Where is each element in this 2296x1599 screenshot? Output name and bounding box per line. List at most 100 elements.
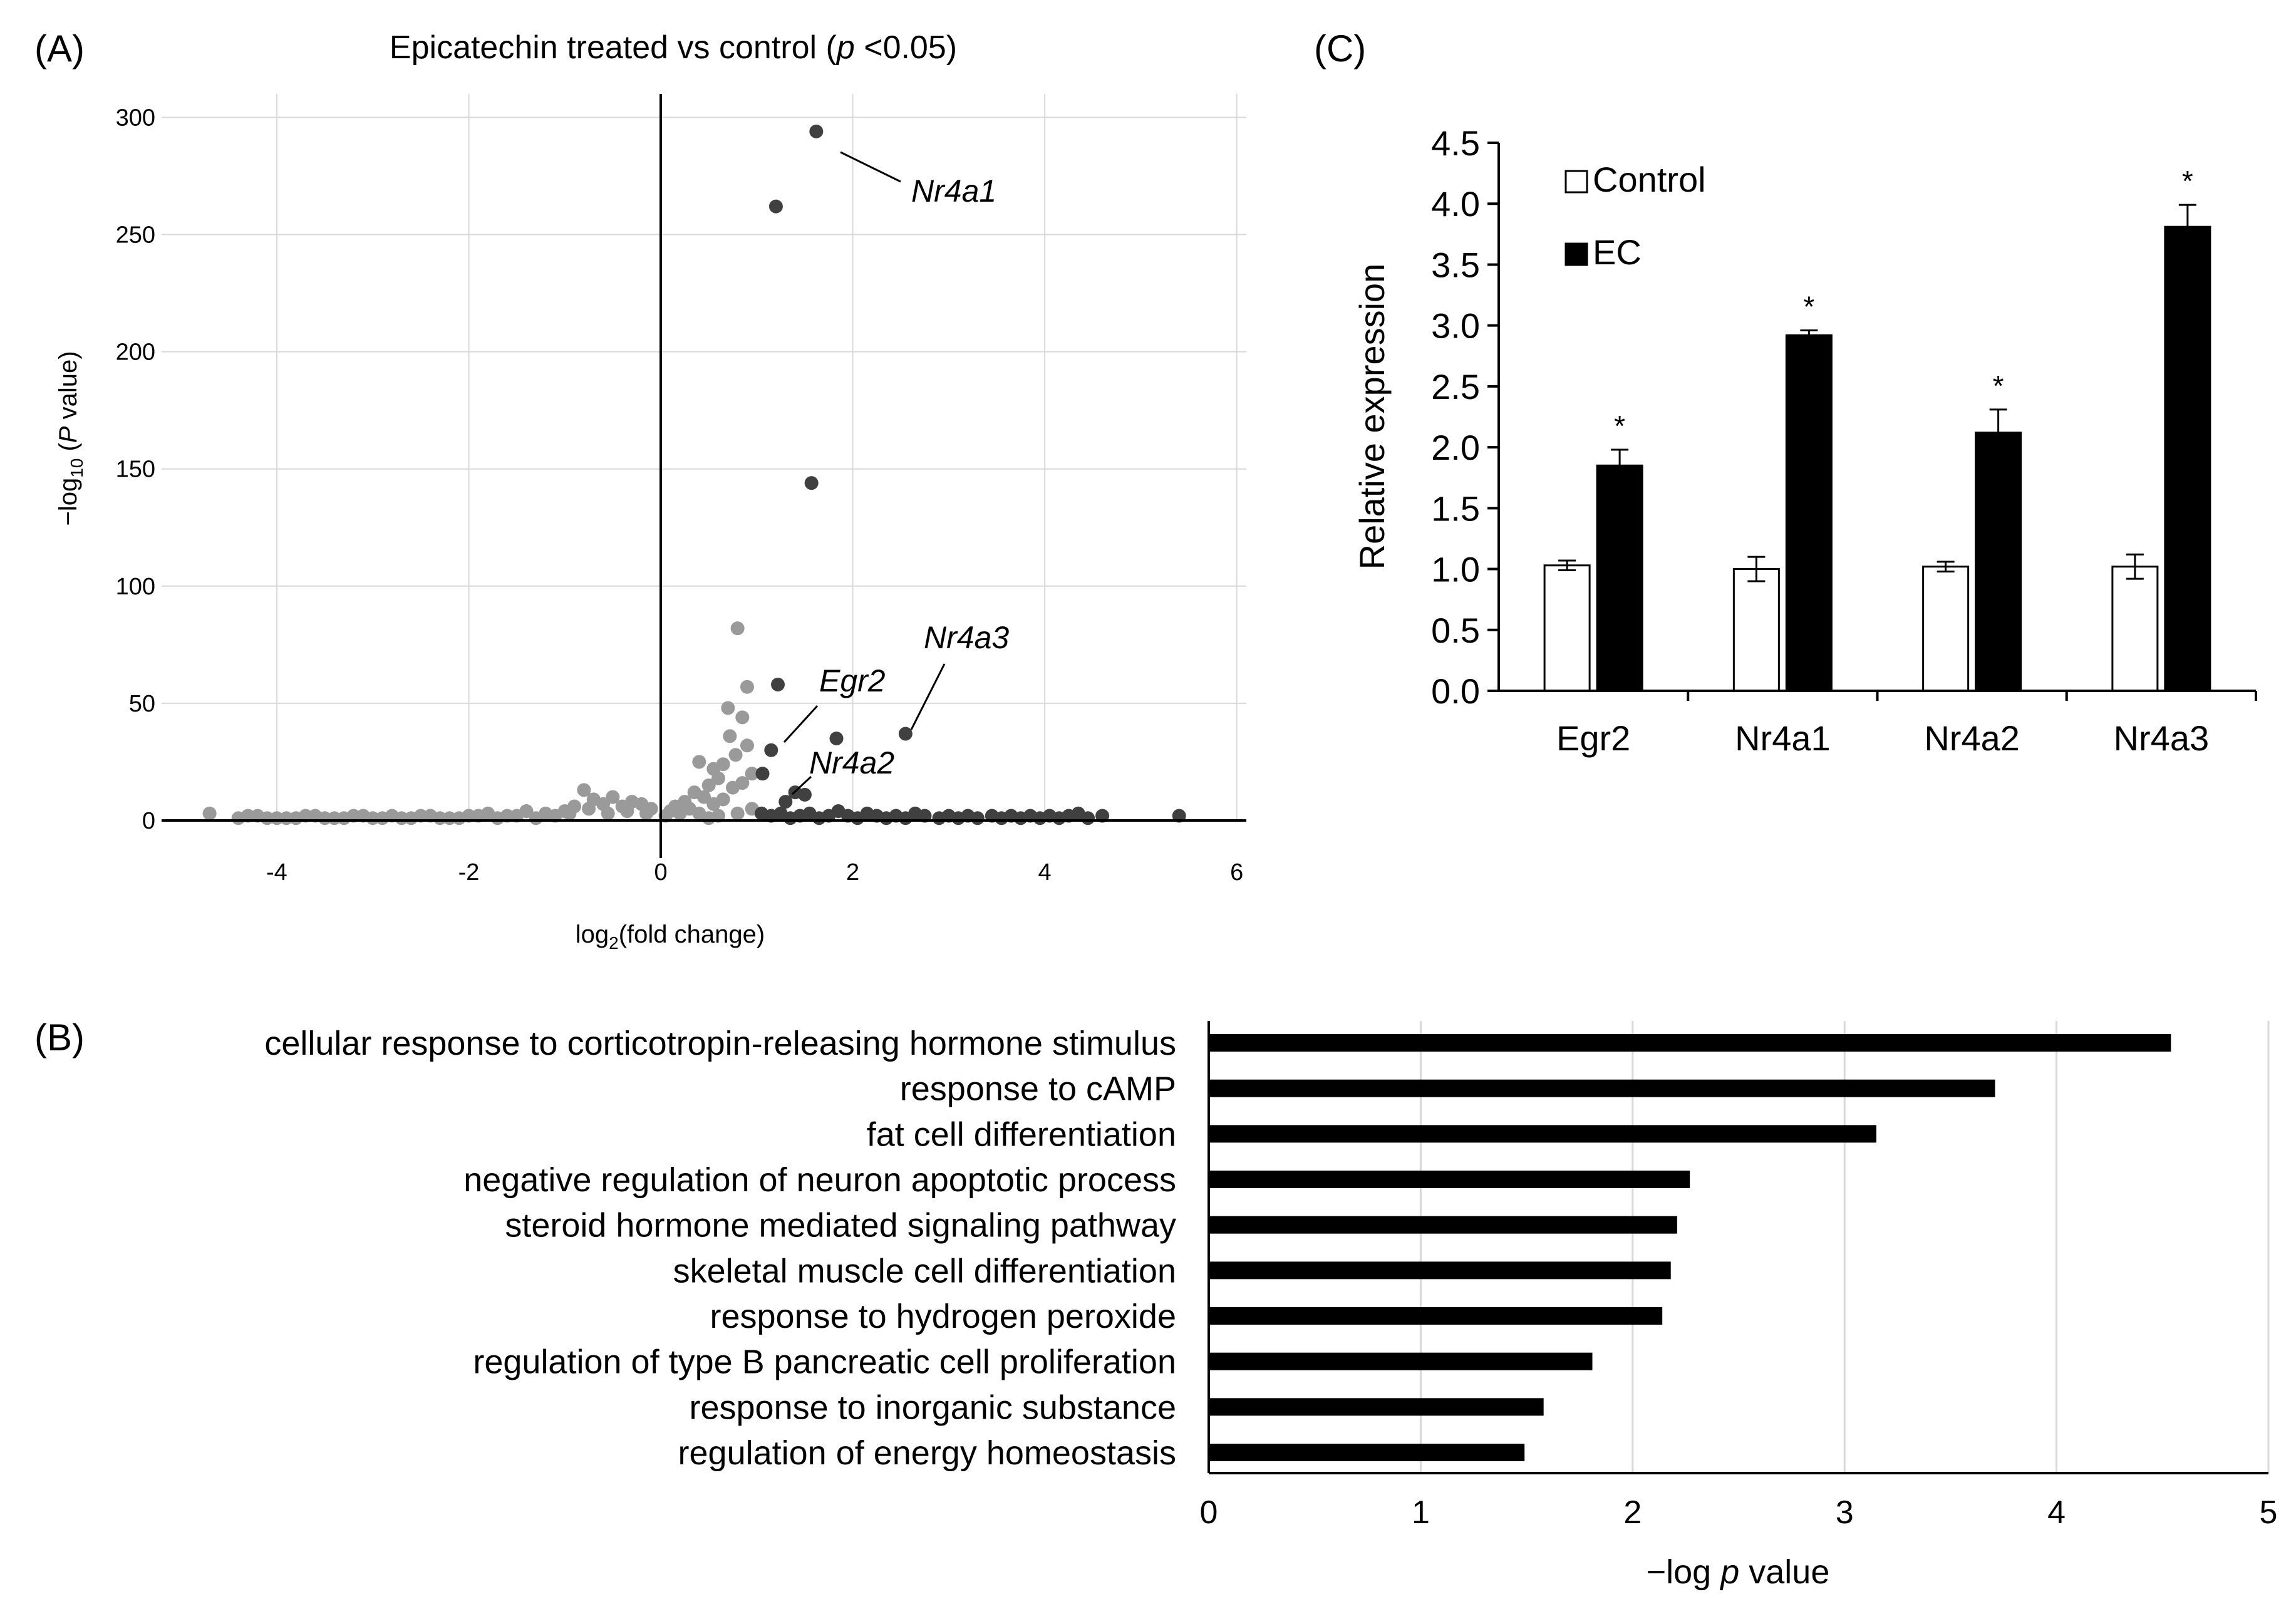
qpcr-tick-labels: 0.0 0.5 1.0 1.5 2.0 2.5 3.0 3.5 4.0 4.5 Egr2 Nr4a1 N… [1431, 123, 2209, 758]
qpcr-y-tick-label: 1.5 [1431, 489, 1480, 528]
volcano-point [745, 767, 759, 781]
volcano-annotation-leader [840, 151, 901, 183]
volcano-point [701, 811, 716, 825]
volcano-x-tick-label: 6 [1230, 859, 1243, 886]
qpcr-bar-ec [1596, 464, 1643, 692]
volcano-title: Epicatechin treated vs control (p <0.05) [390, 29, 957, 66]
go-category-label: fat cell differentiation [867, 1115, 1176, 1153]
volcano-point [723, 729, 737, 743]
legend-label-control: Control [1593, 160, 1706, 199]
volcano-point-up [804, 476, 819, 490]
go-category-label: negative regulation of neuron apoptotic … [463, 1161, 1176, 1199]
volcano-annotation-label: Nr4a1 [911, 173, 996, 209]
qpcr-significance-star: * [2182, 165, 2193, 197]
volcano-axes [162, 94, 1246, 858]
qpcr-y-tick-label: 3.5 [1431, 245, 1480, 284]
volcano-point [721, 701, 735, 715]
volcano-annotation-leader [783, 705, 819, 743]
volcano-point-up [771, 677, 785, 691]
go-bars [1209, 1034, 2171, 1461]
volcano-point-up [898, 727, 913, 741]
go-x-axis-label: −log p value [1647, 1553, 1830, 1591]
volcano-point [582, 802, 596, 816]
volcano-point [735, 710, 750, 725]
qpcr-bar-control [1543, 564, 1591, 692]
go-bar [1209, 1079, 1995, 1097]
qpcr-bar-control [2111, 566, 2159, 692]
go-category-labels: cellular response to corticotropin-relea… [264, 1025, 1176, 1472]
volcano-point [562, 806, 577, 820]
qpcr-bar-ec [2164, 225, 2211, 692]
go-category-label: response to inorganic substance [690, 1389, 1177, 1426]
go-category-label: cellular response to corticotropin-relea… [264, 1025, 1176, 1062]
qpcr-bar-ec [1785, 334, 1833, 692]
volcano-point [260, 811, 274, 825]
volcano-point-up [778, 795, 793, 809]
qpcr-y-tick-label: 4.0 [1431, 184, 1480, 224]
volcano-point-up [755, 767, 770, 781]
go-x-tick-label: 1 [1412, 1494, 1430, 1531]
volcano-point [202, 806, 217, 820]
volcano-x-tick-label: 2 [846, 859, 859, 886]
go-category-label: regulation of type B pancreatic cell pro… [473, 1343, 1176, 1381]
qpcr-y-tick-label: 4.5 [1431, 123, 1480, 163]
qpcr-x-tick-label: Egr2 [1556, 718, 1630, 758]
volcano-annotation-leader [910, 663, 946, 730]
go-bar [1209, 1398, 1544, 1416]
qpcr-bar-control [1922, 566, 1970, 692]
volcano-point [490, 811, 505, 825]
qpcr-x-tick-label: Nr4a3 [2114, 718, 2210, 758]
volcano-point-up [829, 732, 844, 746]
volcano-tick-labels: -4 -2 0 2 4 6 0 50 100 150 200 250 300 [116, 105, 1244, 886]
go-tick-labels: 0 1 2 3 4 5 [1200, 1494, 2278, 1531]
volcano-annotation-label: Egr2 [819, 663, 886, 698]
qpcr-bar-control [1732, 568, 1780, 692]
go-bar [1209, 1444, 1525, 1461]
volcano-annotation-label: Nr4a3 [924, 620, 1009, 655]
panel-c-label: (C) [1314, 28, 1366, 70]
go-axes [1207, 1021, 2268, 1474]
volcano-x-tick-label: -4 [266, 859, 287, 886]
volcano-x-tick-label: 0 [654, 859, 667, 886]
volcano-y-tick-label: 300 [116, 105, 155, 131]
volcano-gridlines [162, 94, 1246, 821]
volcano-point [711, 771, 725, 785]
go-bar [1209, 1216, 1677, 1234]
volcano-point [730, 806, 745, 820]
qpcr-significance-star: * [1803, 290, 1814, 323]
panel-b-label: (B) [34, 1017, 85, 1058]
go-bar [1209, 1307, 1663, 1325]
volcano-point [692, 755, 706, 769]
volcano-point [529, 811, 543, 825]
go-bar [1209, 1034, 2171, 1052]
go-bar [1209, 1125, 1876, 1143]
go-x-tick-label: 5 [2260, 1494, 2278, 1531]
go-category-label: steroid hormone mediated signaling pathw… [505, 1207, 1176, 1245]
qpcr-y-tick-label: 2.0 [1431, 428, 1480, 467]
panel-a-label: (A) [34, 28, 85, 70]
volcano-y-tick-label: 50 [129, 691, 155, 717]
qpcr-bars: * * * * [1543, 165, 2211, 692]
qpcr-y-tick-label: 3.0 [1431, 306, 1480, 346]
volcano-point [433, 811, 447, 825]
volcano-y-tick-label: 0 [142, 808, 155, 834]
go-category-label: response to cAMP [900, 1070, 1176, 1108]
volcano-point [395, 811, 409, 825]
volcano-point-up [764, 743, 778, 757]
volcano-x-axis-label: log2(fold change) [576, 921, 765, 953]
volcano-point [728, 748, 743, 762]
volcano-x-tick-label: -2 [458, 859, 480, 886]
volcano-x-tick-label: 4 [1038, 859, 1052, 886]
volcano-point [706, 797, 721, 811]
qpcr-bar-chart: * * * * 0.0 0.5 1.0 1.5 2.0 2.5 3.0 3.5 4.0 4.5 Egr2 N… [1352, 123, 2257, 758]
volcano-point [735, 776, 750, 790]
volcano-point-up [768, 199, 783, 214]
qpcr-x-tick-label: Nr4a2 [1924, 718, 2020, 758]
volcano-y-tick-label: 200 [116, 339, 155, 366]
go-category-label: skeletal muscle cell differentiation [673, 1252, 1176, 1290]
volcano-plot: Epicatechin treated vs control (p <0.05)… [54, 29, 1246, 953]
qpcr-significance-star: * [1614, 410, 1625, 442]
qpcr-legend: Control EC [1564, 160, 1706, 272]
legend-swatch-ec [1564, 242, 1588, 266]
